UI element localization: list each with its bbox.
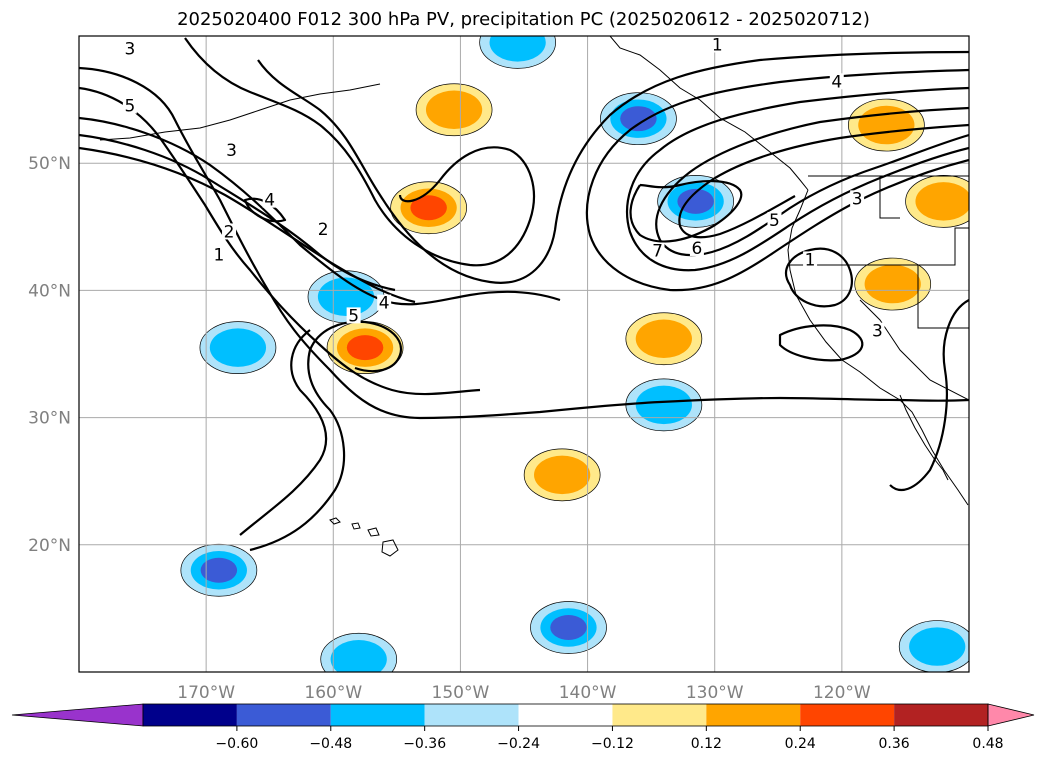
positive-precip-anomaly <box>523 448 601 502</box>
colorbar: −0.60 −0.48 −0.36 −0.24 −0.12 0.12 0.24 0.36 0.4… <box>11 703 1035 752</box>
positive-precip-anomaly <box>415 83 493 137</box>
negative-precip-anomaly <box>530 601 607 654</box>
contour-label: 4 <box>379 294 390 314</box>
latitude-label: 20°N <box>28 536 71 556</box>
contour-label: 3 <box>124 39 135 59</box>
gridlines <box>79 36 969 672</box>
colorbar-over-arrow <box>987 703 1035 727</box>
colorbar-segment <box>800 704 895 726</box>
colorbar-segment <box>143 704 237 726</box>
longitude-label: 160°W <box>304 683 362 703</box>
latitude-label: 50°N <box>28 154 71 174</box>
colorbar-segment <box>612 704 707 726</box>
negative-precip-anomaly <box>199 321 277 374</box>
negative-precip-anomaly <box>180 543 258 597</box>
latitude-label: 40°N <box>28 281 71 301</box>
contour-label: 1 <box>805 250 816 270</box>
colorbar-under-arrow <box>11 703 144 727</box>
longitude-label: 140°W <box>559 683 617 703</box>
negative-precip-anomaly <box>600 92 677 146</box>
longitude-label: 150°W <box>432 683 490 703</box>
longitude-labels: 170°W 160°W 150°W 140°W 130°W 120°W <box>177 683 871 703</box>
latitude-label: 30°N <box>28 409 71 429</box>
positive-precip-anomaly <box>390 181 467 235</box>
positive-precip-anomaly <box>326 321 404 374</box>
colorbar-segment <box>894 704 988 726</box>
colorbar-segment <box>706 704 801 726</box>
colorbar-tick-label: −0.48 <box>309 736 352 752</box>
colorbar-segment <box>330 704 425 726</box>
positive-precip-anomaly <box>854 257 932 311</box>
colorbar-tick-label: 0.48 <box>972 736 1003 752</box>
colorbar-tick-label: 0.36 <box>879 736 910 752</box>
positive-precip-anomaly <box>905 175 969 228</box>
contour-label: 5 <box>769 211 780 231</box>
contour-label: 2 <box>318 220 329 240</box>
contour-label: 4 <box>264 191 275 211</box>
contour-label: 2 <box>224 222 235 242</box>
contour-label: 5 <box>348 306 359 326</box>
contour-label: 3 <box>872 322 883 342</box>
colorbar-tick-label: −0.36 <box>403 736 446 752</box>
colorbar-segment <box>518 704 613 726</box>
colorbar-tick-label: 0.24 <box>785 736 816 752</box>
colorbar-tick-label: −0.60 <box>215 736 258 752</box>
contour-label: 5 <box>124 97 135 117</box>
longitude-label: 170°W <box>177 683 235 703</box>
negative-precip-anomaly <box>625 378 703 432</box>
pv-contours <box>79 37 969 552</box>
contour-label: 3 <box>852 189 863 209</box>
negative-precip-anomaly <box>898 620 969 672</box>
negative-precip-anomaly <box>479 36 556 69</box>
contour-label: 3 <box>226 141 237 161</box>
map-title: 2025020400 F012 300 hPa PV, precipitatio… <box>177 9 870 30</box>
colorbar-segment <box>424 704 519 726</box>
latitude-labels: 20°N 30°N 40°N 50°N <box>28 154 71 556</box>
positive-precip-anomaly <box>848 98 925 152</box>
contour-label: 7 <box>652 242 663 262</box>
precipitation-anomaly-layer <box>180 36 969 672</box>
positive-precip-anomaly <box>625 312 703 366</box>
map-frame <box>78 35 970 673</box>
contour-label: 1 <box>213 245 224 265</box>
colorbar-tick-label: −0.12 <box>591 736 634 752</box>
colorbar-segment <box>236 704 331 726</box>
colorbar-tick-label: 0.12 <box>691 736 722 752</box>
contour-label: 1 <box>712 35 723 55</box>
negative-precip-anomaly <box>320 632 398 672</box>
contour-label: 4 <box>831 72 842 92</box>
contour-label: 6 <box>692 239 703 259</box>
longitude-label: 130°W <box>686 683 744 703</box>
longitude-label: 120°W <box>813 683 871 703</box>
colorbar-tick-label: −0.24 <box>497 736 540 752</box>
coastlines <box>99 36 969 557</box>
